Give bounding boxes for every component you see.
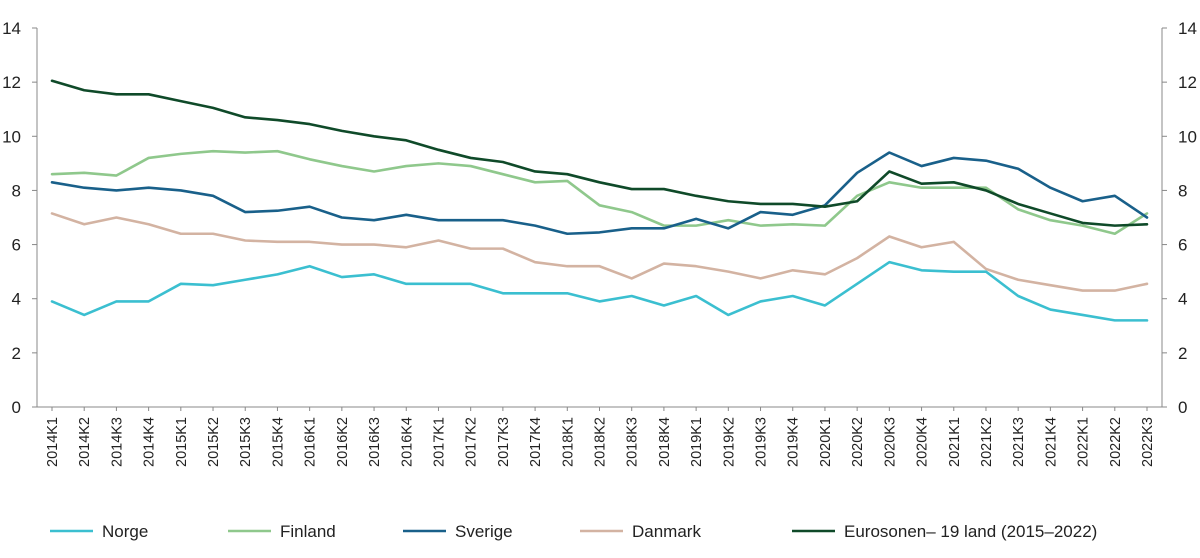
left-y-tick-label: 6	[12, 236, 21, 255]
x-tick-label: 2019K1	[689, 417, 705, 467]
x-tick-label: 2019K4	[786, 417, 802, 467]
x-tick-label: 2014K3	[109, 417, 125, 467]
right-y-tick-label: 2	[1178, 344, 1187, 363]
right-y-tick-label: 8	[1178, 181, 1187, 200]
series-line-norge	[50, 260, 1149, 322]
x-tick-label: 2017K2	[464, 417, 480, 467]
x-tick-label: 2019K3	[754, 417, 770, 467]
right-y-tick-label: 14	[1178, 19, 1197, 38]
x-tick-label: 2015K1	[174, 417, 190, 467]
legend-label: Norge	[102, 522, 148, 541]
legend-item-finland: Finland	[228, 522, 336, 541]
right-y-tick-labels: 0 2 4 6 8 10 12 14	[1162, 19, 1197, 417]
legend-item-sverige: Sverige	[403, 522, 513, 541]
x-tick-label: 2020K4	[915, 417, 931, 467]
x-tick-label: 2021K1	[947, 417, 963, 467]
x-tick-label: 2022K1	[1076, 417, 1092, 467]
series-line-sverige	[50, 151, 1149, 236]
x-tick-label: 2017K4	[528, 417, 544, 467]
x-tick-labels: 2014K1 2014K2 2014K3 2014K4 2015K1 2015K2 2015…	[45, 407, 1156, 467]
x-tick-label: 2018K1	[560, 417, 576, 467]
right-y-tick-label: 10	[1178, 127, 1197, 146]
left-y-tick-label: 4	[12, 290, 21, 309]
x-tick-label: 2019K2	[721, 417, 737, 467]
series-line-eurosonen-19-land-2015-2022	[50, 79, 1149, 227]
x-tick-label: 2018K4	[657, 417, 673, 467]
x-tick-label: 2014K1	[45, 417, 61, 467]
legend-item-danmark: Danmark	[580, 522, 701, 541]
legend-item-norge: Norge	[50, 522, 148, 541]
x-tick-label: 2017K1	[431, 417, 447, 467]
left-y-tick-label: 12	[2, 73, 21, 92]
x-tick-label: 2020K3	[882, 417, 898, 467]
x-tick-label: 2016K1	[303, 417, 319, 467]
x-tick-label: 2016K3	[367, 417, 383, 467]
legend-label: Sverige	[455, 522, 513, 541]
x-tick-label: 2014K2	[77, 417, 93, 467]
x-tick-label: 2016K2	[335, 417, 351, 467]
legend-label: Danmark	[632, 522, 701, 541]
right-y-tick-label: 0	[1178, 398, 1187, 417]
axes	[36, 28, 1163, 408]
series-lines	[50, 79, 1149, 322]
right-y-tick-label: 4	[1178, 290, 1187, 309]
x-tick-label: 2017K3	[496, 417, 512, 467]
series-line-danmark	[50, 212, 1149, 292]
left-y-tick-label: 0	[12, 398, 21, 417]
x-tick-label: 2021K4	[1043, 417, 1059, 467]
legend-item-eurosonen-19-land-2015-2022: Eurosonen– 19 land (2015–2022)	[792, 522, 1097, 541]
x-tick-label: 2016K4	[399, 417, 415, 467]
x-tick-label: 2018K2	[593, 417, 609, 467]
left-y-tick-label: 14	[2, 19, 21, 38]
x-tick-label: 2018K3	[625, 417, 641, 467]
left-y-tick-labels: 0 2 4 6 8 10 12 14	[2, 19, 37, 417]
x-tick-label: 2020K2	[850, 417, 866, 467]
x-tick-label: 2021K2	[979, 417, 995, 467]
x-tick-label: 2014K4	[142, 417, 158, 467]
x-tick-label: 2021K3	[1011, 417, 1027, 467]
series-line-finland	[50, 149, 1149, 236]
left-y-tick-label: 8	[12, 181, 21, 200]
x-tick-label: 2020K1	[818, 417, 834, 467]
x-tick-label: 2015K2	[206, 417, 222, 467]
right-y-tick-label: 6	[1178, 236, 1187, 255]
left-y-tick-label: 10	[2, 127, 21, 146]
right-y-tick-label: 12	[1178, 73, 1197, 92]
left-y-tick-label: 2	[12, 344, 21, 363]
x-tick-label: 2022K2	[1108, 417, 1124, 467]
x-tick-label: 2022K3	[1140, 417, 1156, 467]
x-tick-label: 2015K3	[238, 417, 254, 467]
legend: Norge Finland Sverige Danmark Eurosonen– 19 …	[50, 522, 1097, 541]
x-tick-label: 2015K4	[270, 417, 286, 467]
legend-label: Eurosonen– 19 land (2015–2022)	[844, 522, 1097, 541]
legend-label: Finland	[280, 522, 336, 541]
